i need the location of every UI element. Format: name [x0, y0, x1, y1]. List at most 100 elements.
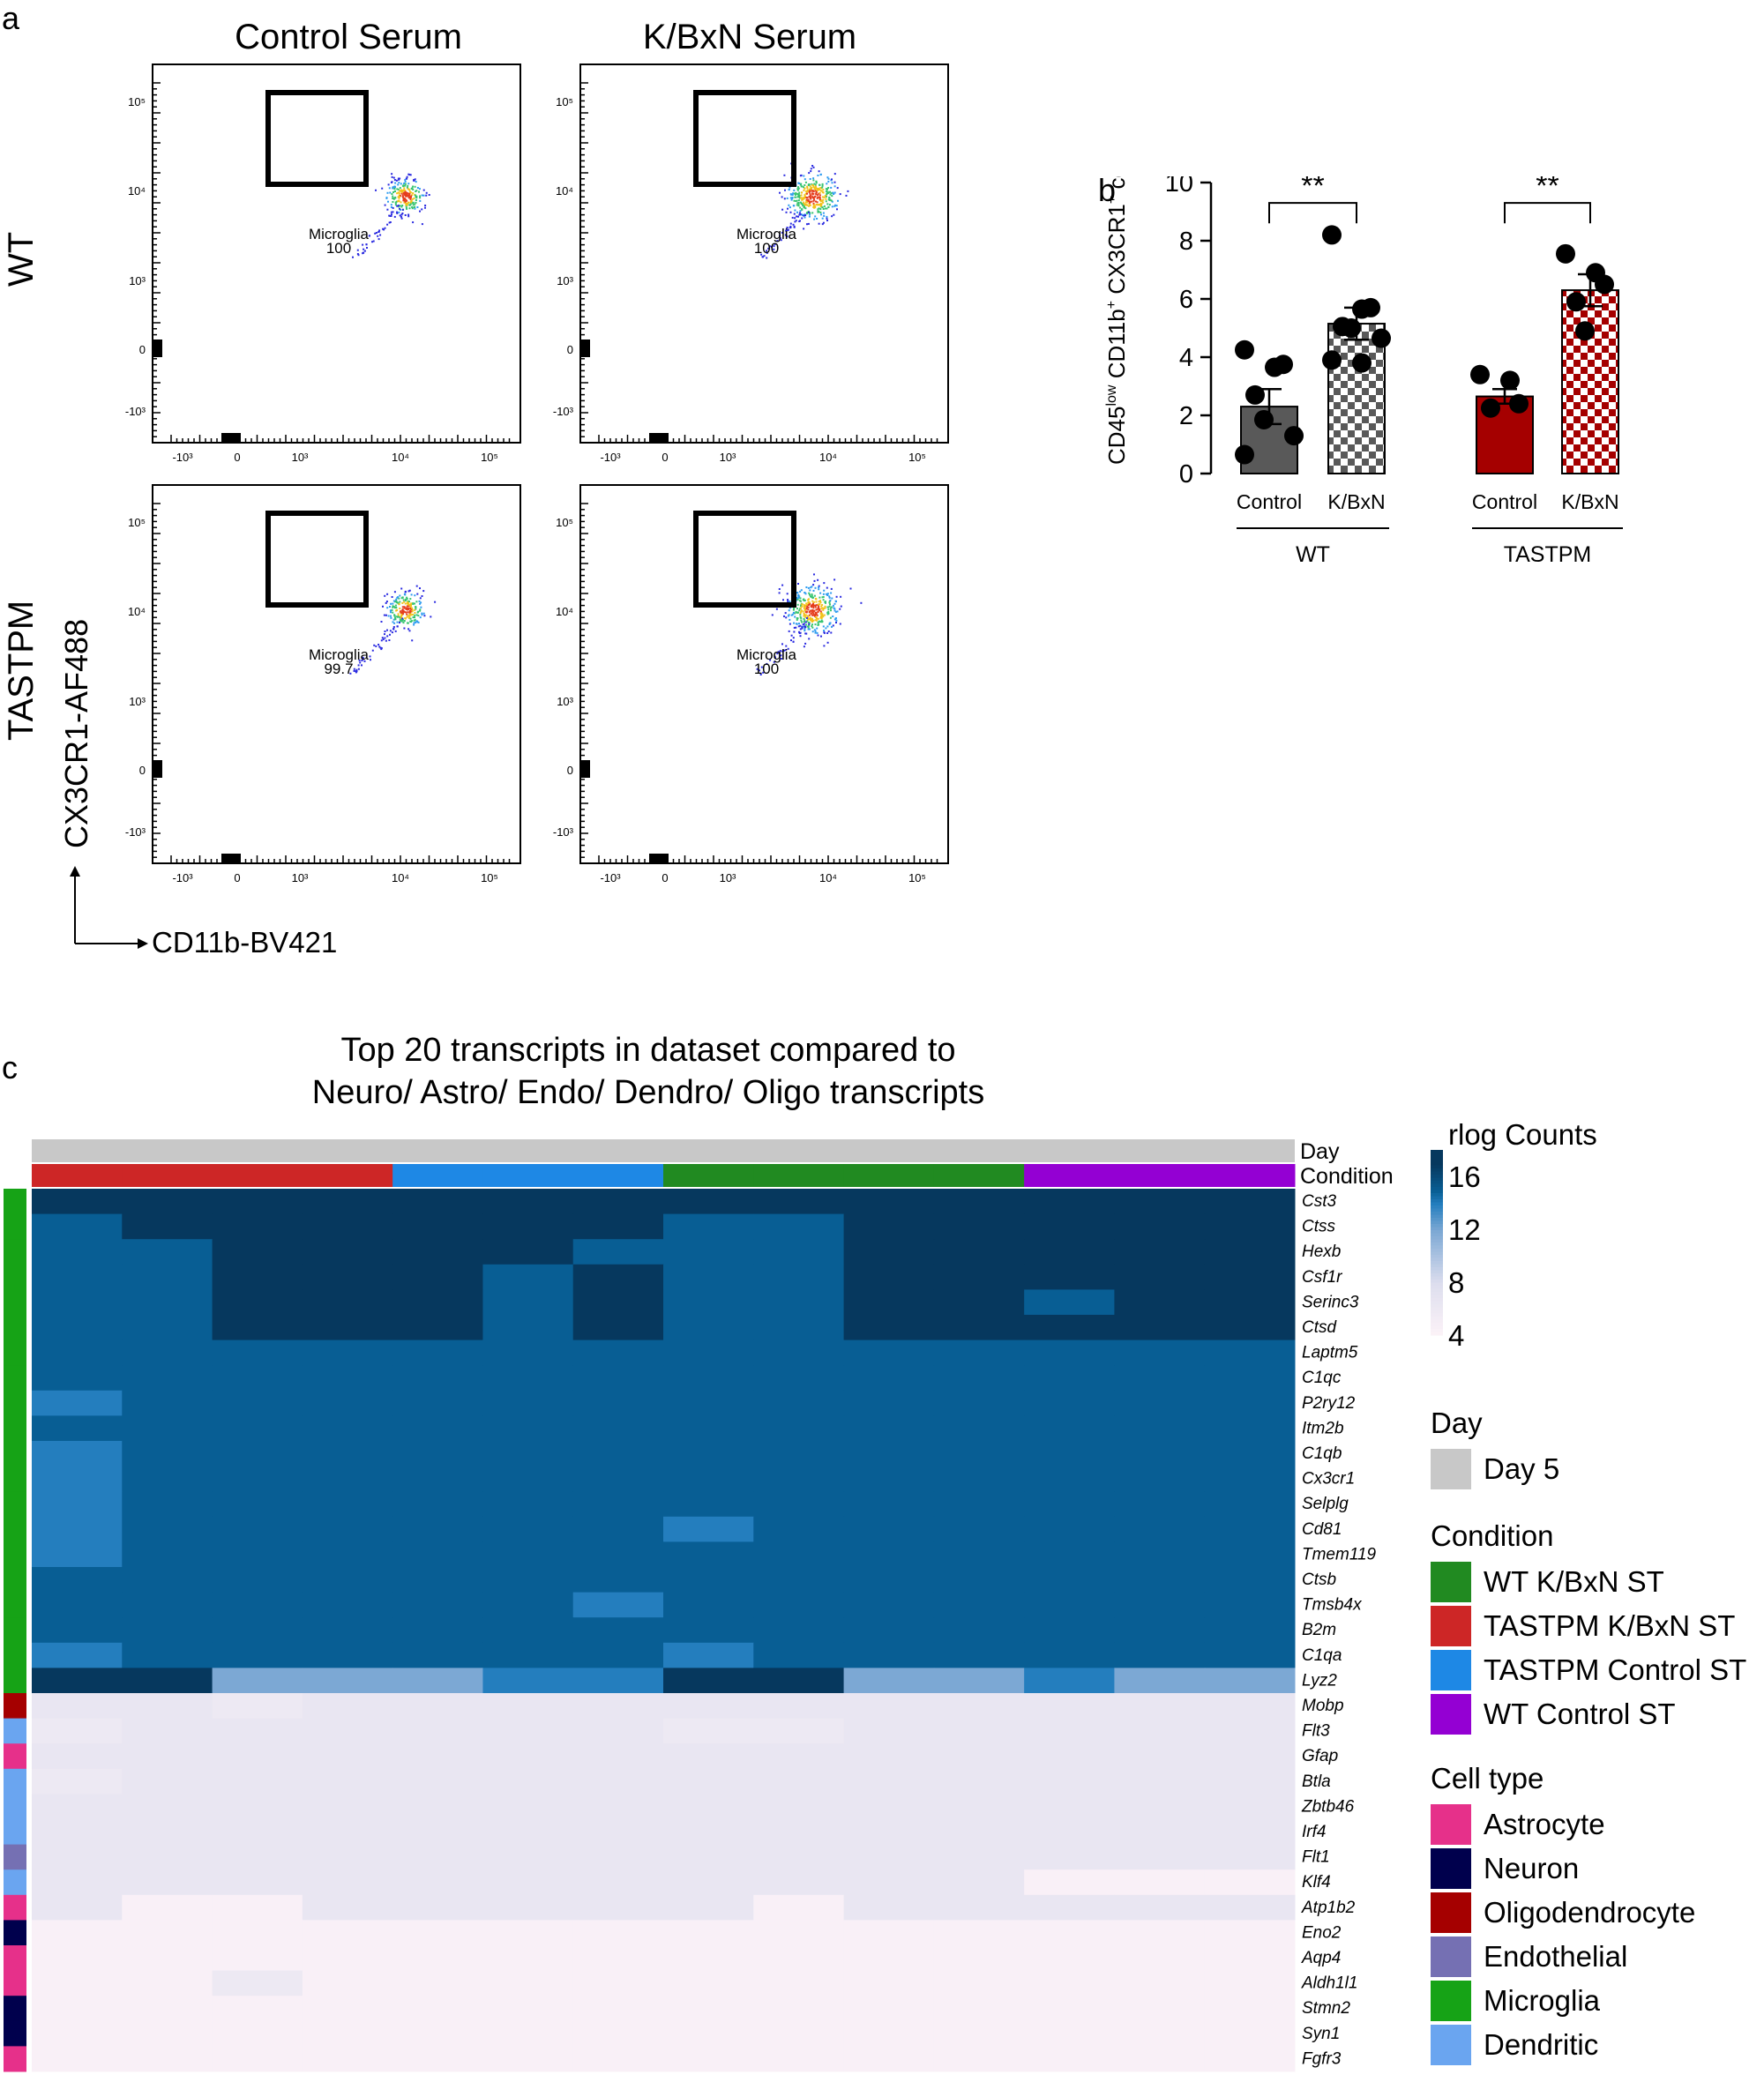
heatmap-cell: [212, 1592, 303, 1618]
flow-event: [787, 601, 789, 602]
heatmap-cell: [392, 2046, 483, 2072]
flow-event: [817, 208, 819, 211]
heatmap-cell: [1204, 1441, 1296, 1467]
bar-y-tick-label: 2: [1179, 402, 1193, 430]
flow-event: [416, 611, 419, 614]
heatmap-celltype-cell: [4, 1844, 26, 1870]
flow-event: [819, 205, 822, 207]
flow-event: [390, 213, 392, 216]
flow-event: [405, 191, 407, 194]
flow-event: [796, 211, 798, 213]
heatmap-cell: [933, 1894, 1025, 1921]
flow-event: [804, 197, 806, 198]
flow-event: [786, 197, 789, 199]
flow-event: [406, 193, 407, 196]
flow-event: [404, 181, 407, 183]
flow-event: [817, 578, 819, 581]
heatmap-cell: [482, 1289, 574, 1316]
heatmap-cell: [302, 1920, 393, 1946]
flow-y-axis-label: CX3CR1-AF488: [58, 618, 94, 848]
flow-event: [806, 625, 809, 628]
flow-event: [832, 624, 834, 627]
flow-event: [813, 218, 816, 220]
flow-event: [413, 622, 415, 624]
heatmap-cell: [933, 1365, 1025, 1392]
flow-event: [808, 204, 811, 206]
flow-event: [411, 207, 414, 210]
flow-event: [818, 170, 820, 173]
colorbar-segment: [1431, 1193, 1443, 1198]
heatmap-cell: [843, 1239, 935, 1265]
flow-event: [405, 204, 407, 206]
flow-event: [799, 631, 802, 634]
heatmap-cell: [572, 1415, 664, 1442]
flow-event: [372, 240, 375, 243]
flow-event: [419, 602, 421, 605]
flow-event: [405, 206, 407, 209]
flow-event: [804, 184, 806, 186]
heatmap-cell: [1024, 1592, 1115, 1618]
heatmap-cell: [1114, 1415, 1206, 1442]
flow-event: [787, 615, 789, 617]
flow-event: [819, 601, 822, 604]
flow-event: [419, 597, 422, 600]
heatmap-cell: [753, 1541, 845, 1568]
heatmap-cell: [933, 1315, 1025, 1341]
flow-event: [825, 593, 827, 595]
flow-event: [410, 593, 413, 596]
flow-event: [413, 623, 415, 626]
flow-event: [818, 189, 820, 191]
heatmap-cell: [933, 1466, 1025, 1492]
flow-event: [371, 241, 373, 243]
flow-event: [828, 601, 831, 604]
flow-event: [361, 664, 363, 667]
flow-event: [799, 210, 802, 213]
flow-event: [402, 199, 405, 202]
colorbar-segment: [1431, 1313, 1443, 1317]
flow-event: [398, 197, 400, 199]
heatmap-cell: [1024, 1441, 1115, 1467]
heatmap-cell: [572, 1491, 664, 1518]
flow-event: [784, 649, 787, 652]
flow-event: [808, 205, 811, 207]
flow-event: [804, 615, 806, 616]
bar-y-tick-label: 0: [1179, 460, 1193, 489]
flow-event: [423, 615, 426, 617]
heatmap-cell: [1114, 1844, 1206, 1870]
heatmap-cell: [302, 1768, 393, 1795]
flow-event: [821, 196, 824, 198]
heatmap-celltype-cell: [4, 1768, 26, 1795]
heatmap-gene-label: Selplg: [1302, 1495, 1349, 1513]
flow-event: [800, 197, 803, 199]
heatmap-cell: [212, 1945, 303, 1972]
flow-x-tick: 10⁴: [391, 871, 410, 884]
flow-event: [389, 633, 391, 636]
flow-event: [811, 606, 813, 608]
flow-event: [412, 616, 415, 619]
flow-event: [829, 198, 832, 201]
flow-event: [762, 671, 765, 674]
heatmap-cell: [482, 1718, 574, 1744]
heatmap-cell: [843, 1213, 935, 1240]
flow-event: [391, 181, 393, 183]
flow-event: [796, 608, 798, 610]
flow-event: [779, 235, 781, 237]
heatmap-cell: [482, 1541, 574, 1568]
flow-event: [415, 614, 418, 616]
flow-event: [793, 205, 796, 207]
heatmap-celltype-cell: [4, 1920, 26, 1946]
flow-event: [791, 198, 794, 199]
flow-event: [406, 605, 408, 608]
bar-data-point: [1595, 274, 1614, 295]
heatmap-day-bar: [32, 1139, 1295, 1162]
flow-event: [797, 193, 800, 196]
flow-event: [831, 195, 833, 198]
flow-event: [800, 589, 803, 592]
flow-event: [406, 616, 408, 618]
heatmap-cell: [933, 1189, 1025, 1215]
flow-event: [777, 651, 780, 653]
flow-event: [406, 199, 407, 202]
flow-event: [766, 662, 768, 665]
flow-event: [808, 592, 811, 594]
